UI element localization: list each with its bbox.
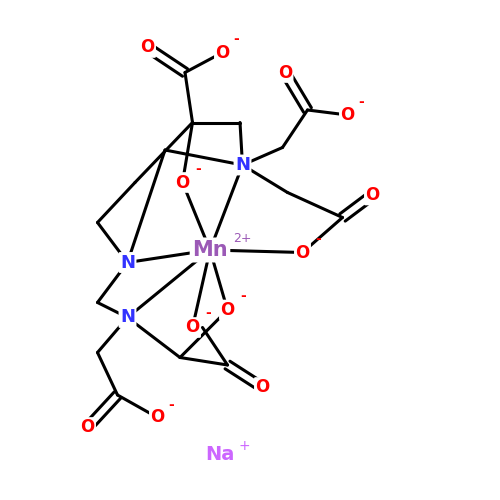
Text: N: N <box>235 156 250 174</box>
Text: O: O <box>176 174 190 192</box>
Text: Na: Na <box>206 446 234 464</box>
Text: O: O <box>340 106 354 124</box>
Text: O: O <box>80 418 94 436</box>
Text: -: - <box>316 232 321 245</box>
Text: -: - <box>196 162 201 175</box>
Text: O: O <box>150 408 164 426</box>
Text: O: O <box>366 186 380 204</box>
Text: O: O <box>140 38 154 56</box>
Text: O: O <box>220 301 234 319</box>
Text: -: - <box>234 32 239 46</box>
Text: -: - <box>358 95 364 109</box>
Text: N: N <box>120 254 135 272</box>
Text: O: O <box>186 318 200 336</box>
Text: O: O <box>256 378 270 396</box>
Text: 2+: 2+ <box>233 232 252 245</box>
Text: -: - <box>206 306 212 320</box>
Text: O: O <box>216 44 230 62</box>
Text: -: - <box>168 398 174 411</box>
Text: Mn: Mn <box>192 240 228 260</box>
Text: O: O <box>296 244 310 262</box>
Text: O: O <box>278 64 292 82</box>
Text: -: - <box>240 289 246 303</box>
Text: +: + <box>238 439 250 453</box>
Text: N: N <box>120 308 135 326</box>
